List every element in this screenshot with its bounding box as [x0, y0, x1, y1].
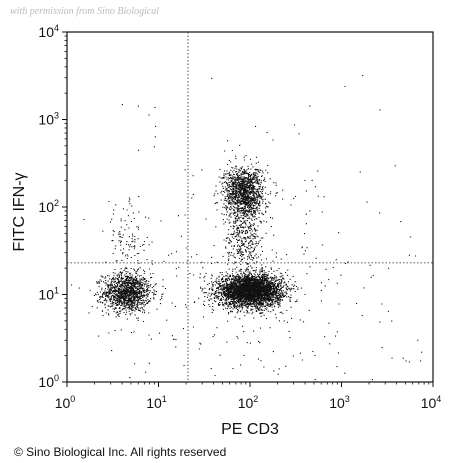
- y-axis-label: FITC IFN-γ: [11, 172, 28, 251]
- x-tick-label: 104: [421, 394, 442, 411]
- y-tick-label: 103: [38, 111, 59, 128]
- event-dots: [71, 74, 423, 381]
- x-tick-label: 102: [238, 394, 259, 411]
- x-axis-label: PE CD3: [221, 421, 279, 438]
- x-tick-label: 103: [329, 394, 350, 411]
- y-tick-label: 102: [38, 198, 59, 215]
- data-points: [71, 74, 423, 381]
- y-tick-label: 100: [38, 373, 59, 390]
- copyright-text: © Sino Biological Inc. All rights reserv…: [14, 445, 226, 459]
- x-axis-ticks: 100 101 102 103 104: [55, 382, 442, 411]
- y-tick-label: 101: [38, 286, 59, 303]
- x-tick-label: 101: [146, 394, 167, 411]
- y-axis-ticks: 100 101 102 103 104: [38, 23, 67, 390]
- y-tick-label: 104: [38, 23, 59, 40]
- x-tick-label: 100: [55, 394, 76, 411]
- plot-area: [66, 31, 434, 383]
- watermark-text: with permission from Sino Biological: [10, 6, 159, 17]
